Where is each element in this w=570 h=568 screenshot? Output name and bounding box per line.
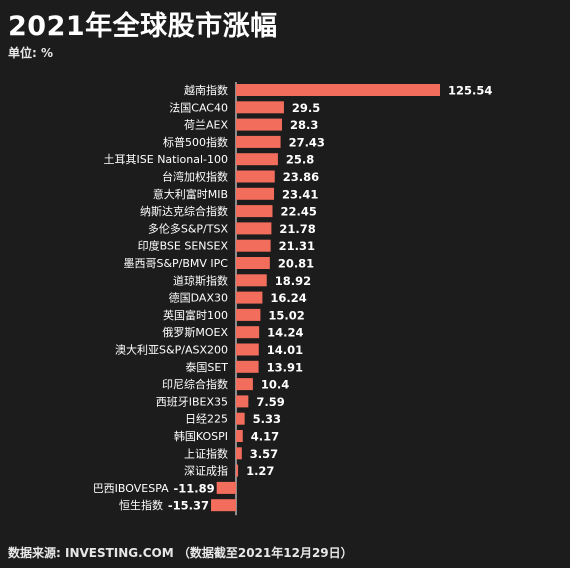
value-label: 10.4	[261, 378, 289, 392]
value-label: 3.57	[250, 447, 278, 461]
category-label: 德国DAX30	[169, 291, 228, 305]
bar	[236, 464, 239, 477]
category-label: 上证指数	[184, 446, 228, 460]
unit-label: 单位: %	[8, 46, 54, 60]
value-label: 21.31	[279, 239, 315, 253]
bar	[236, 170, 275, 183]
category-label: 澳大利亚S&P/ASX200	[115, 343, 228, 357]
bar	[236, 291, 263, 304]
category-label: 印尼综合指数	[162, 377, 228, 391]
category-label: 泰国SET	[185, 360, 228, 374]
category-label: 恒生指数	[119, 498, 163, 512]
category-label: 多伦多S&P/TSX	[148, 221, 229, 235]
bar	[236, 447, 242, 460]
value-label: 7.59	[256, 395, 284, 409]
value-label: 23.86	[283, 170, 319, 184]
value-label: 13.91	[267, 360, 303, 374]
chart-title: 2021年全球股市涨幅	[8, 11, 278, 42]
bar	[236, 395, 249, 408]
bar	[236, 343, 259, 356]
category-label: 荷兰AEX	[184, 119, 228, 132]
value-label: 5.33	[253, 412, 281, 426]
category-label: 西班牙IBEX35	[156, 395, 228, 408]
bar	[236, 118, 282, 131]
category-label: 俄罗斯MOEX	[162, 326, 228, 339]
bar	[236, 135, 281, 148]
value-label: 18.92	[275, 274, 311, 288]
category-label: 印度BSE SENSEX	[138, 239, 229, 253]
value-label: 16.24	[270, 291, 306, 305]
bar	[236, 153, 278, 166]
value-label: 4.17	[251, 430, 279, 444]
bar	[216, 481, 236, 494]
value-label: 28.3	[290, 118, 318, 132]
category-label: 英国富时100	[163, 308, 228, 322]
value-label: -15.37	[168, 499, 209, 513]
category-label: 日经225	[185, 413, 228, 426]
bar	[236, 84, 440, 96]
bar	[236, 257, 270, 269]
value-label: 1.27	[246, 464, 274, 478]
value-label: -11.89	[174, 481, 215, 495]
category-label: 道琼斯指数	[173, 273, 228, 287]
bar	[236, 274, 267, 287]
bar	[236, 412, 245, 425]
bar	[211, 499, 236, 512]
value-label: 22.45	[280, 205, 316, 219]
value-label: 23.41	[282, 187, 318, 201]
value-label: 29.5	[292, 101, 320, 115]
data-source: 数据来源: INVESTING.COM （数据截至2021年12月29日）	[8, 546, 353, 560]
bar	[236, 326, 260, 339]
bar	[236, 360, 259, 373]
value-label: 125.54	[448, 84, 492, 98]
bar	[236, 101, 284, 114]
category-label: 标普500指数	[163, 135, 228, 149]
bar	[236, 222, 272, 235]
bar	[236, 378, 253, 391]
category-label: 越南指数	[184, 83, 228, 97]
value-label: 15.02	[268, 308, 304, 322]
category-label: 纳斯达克综合指数	[140, 204, 228, 218]
value-label: 14.01	[267, 343, 303, 357]
bar	[236, 239, 271, 252]
category-label: 深证成指	[184, 464, 228, 478]
category-label: 法国CAC40	[169, 100, 228, 114]
category-label: 巴西IBOVESPA	[93, 482, 169, 495]
category-label: 韩国KOSPI	[174, 429, 228, 443]
bar	[236, 430, 243, 442]
category-label: 墨西哥S&P/BMV IPC	[123, 257, 228, 270]
bar	[236, 308, 261, 321]
bar	[236, 187, 275, 200]
category-label: 台湾加权指数	[162, 170, 228, 184]
value-label: 21.78	[279, 222, 315, 236]
bar	[236, 205, 273, 218]
category-label: 土耳其ISE National-100	[104, 153, 228, 166]
value-label: 27.43	[289, 135, 325, 149]
value-label: 20.81	[278, 257, 314, 271]
value-label: 25.8	[286, 153, 314, 167]
value-label: 14.24	[267, 326, 303, 340]
category-label: 意大利富时MIB	[153, 187, 228, 201]
